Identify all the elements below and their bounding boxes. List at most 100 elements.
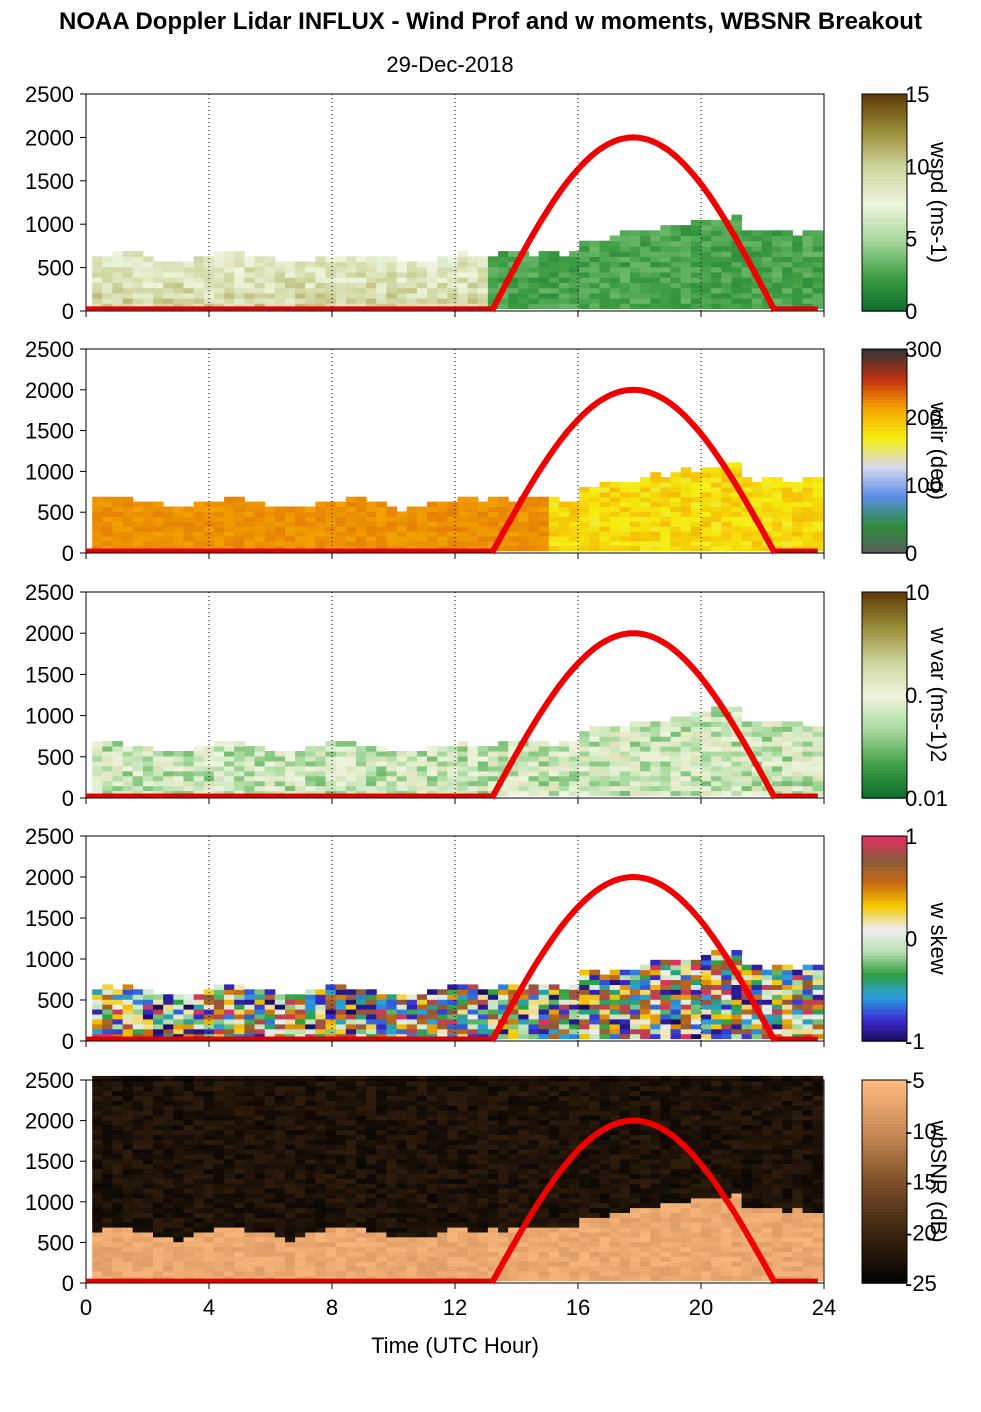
heatmap-cell [751, 501, 763, 508]
heatmap-cell [386, 535, 398, 542]
colorbar-swatch [862, 688, 907, 693]
heatmap-cell [589, 989, 601, 995]
heatmap-cell [315, 785, 327, 792]
heatmap-cell [569, 251, 580, 257]
heatmap-cell [812, 240, 824, 247]
heatmap-cell [163, 1134, 174, 1140]
heatmap-cell [142, 545, 154, 552]
colorbar-swatch [862, 130, 907, 135]
heatmap-cell [315, 506, 327, 512]
heatmap-cell [224, 1100, 235, 1106]
heatmap-cell [224, 746, 235, 752]
heatmap-cell [193, 1261, 205, 1267]
y-tick-label: 1500 [25, 906, 74, 931]
heatmap-cell [731, 261, 743, 268]
heatmap-cell [335, 1265, 347, 1272]
heatmap-cell [132, 501, 144, 508]
heatmap-cell [254, 1129, 266, 1135]
heatmap-cell [193, 521, 205, 527]
heatmap-cell [254, 1231, 266, 1238]
heatmap-cell [274, 1207, 286, 1213]
heatmap-cell [274, 1270, 286, 1277]
heatmap-cell [315, 1110, 327, 1116]
heatmap-cell [761, 726, 773, 732]
heatmap-cell [335, 506, 347, 512]
heatmap-cell [690, 711, 702, 717]
heatmap-cell [315, 516, 327, 522]
heatmap-cell [335, 1100, 347, 1106]
heatmap-cell [670, 501, 682, 508]
heatmap-cell [386, 1004, 398, 1010]
heatmap-cell [731, 467, 743, 473]
heatmap-cell [356, 1139, 367, 1145]
heatmap-cell [132, 526, 144, 532]
heatmap-cell [416, 526, 428, 532]
heatmap-cell [122, 1114, 134, 1121]
colorbar-swatch [862, 626, 907, 631]
heatmap-cell [498, 1004, 509, 1010]
heatmap-cell [193, 1023, 205, 1030]
heatmap-cell [477, 277, 489, 283]
heatmap-cell [812, 516, 824, 522]
heatmap-cell [142, 1231, 154, 1238]
heatmap-cell [498, 741, 509, 747]
heatmap-cell [366, 545, 377, 552]
heatmap-cell [335, 1202, 347, 1209]
heatmap-cell [528, 545, 540, 552]
heatmap-cell [92, 501, 103, 508]
heatmap-cell [518, 545, 529, 552]
heatmap-cell [102, 496, 113, 503]
heatmap-cell [731, 746, 743, 752]
heatmap-cell [285, 1018, 296, 1025]
heatmap-cell [498, 1009, 509, 1015]
colorbar-swatch [862, 660, 907, 665]
heatmap-cell [193, 1163, 205, 1170]
heatmap-cell [366, 1188, 377, 1194]
heatmap-cell [163, 1183, 174, 1189]
heatmap-cell [741, 511, 753, 517]
heatmap-cell [305, 1110, 316, 1116]
heatmap-cell [315, 298, 327, 304]
heatmap-cell [569, 521, 580, 527]
heatmap-cell [224, 1009, 235, 1015]
heatmap-cell [305, 1217, 316, 1223]
heatmap-cell [213, 1217, 225, 1223]
heatmap-cell [528, 746, 540, 752]
colorbar-swatch [862, 677, 907, 682]
heatmap-cell [538, 535, 550, 542]
y-tick-label: 500 [37, 500, 74, 525]
colorbar-swatch [862, 417, 907, 422]
heatmap-cell [224, 1033, 235, 1040]
heatmap-cell [558, 770, 570, 777]
heatmap-cell [630, 501, 641, 508]
heatmap-cell [660, 741, 672, 747]
heatmap-cell [376, 1178, 387, 1184]
heatmap-cell [477, 785, 489, 792]
heatmap-cell [193, 1080, 205, 1087]
heatmap-cell [528, 760, 540, 767]
heatmap-cell [518, 780, 529, 787]
heatmap-cell [376, 746, 387, 752]
heatmap-cell [274, 1095, 286, 1101]
heatmap-cell [254, 1028, 266, 1035]
heatmap-cell [335, 511, 347, 517]
heatmap-cell [122, 1163, 134, 1170]
heatmap-cell [487, 516, 499, 522]
heatmap-cell [254, 545, 266, 552]
heatmap-cell [660, 540, 672, 547]
heatmap-cell [670, 721, 682, 727]
heatmap-cell [122, 496, 134, 503]
heatmap-cell [670, 1004, 682, 1010]
heatmap-cell [305, 1212, 316, 1218]
heatmap-cell [396, 1009, 408, 1015]
heatmap-cell [619, 984, 631, 990]
heatmap-cell [761, 994, 773, 1000]
heatmap-cell [112, 1168, 124, 1174]
heatmap-cell [640, 251, 651, 257]
heatmap-cell [376, 1192, 387, 1199]
heatmap-cell [680, 245, 692, 252]
heatmap-cell [467, 277, 479, 283]
heatmap-cell [548, 751, 560, 757]
heatmap-cell [487, 751, 499, 757]
heatmap-cell [376, 1265, 387, 1272]
